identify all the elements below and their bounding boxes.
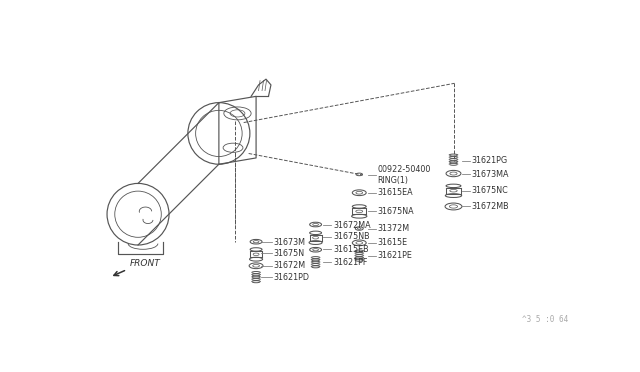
Text: 31673M: 31673M [273, 238, 305, 247]
Text: 31615E: 31615E [378, 238, 408, 247]
Text: 31621PF: 31621PF [333, 258, 367, 267]
Text: 31675NA: 31675NA [378, 207, 414, 216]
Text: 31615EA: 31615EA [378, 188, 413, 197]
Text: 31621PE: 31621PE [378, 251, 412, 260]
Text: FRONT: FRONT [129, 259, 161, 268]
Text: 31672M: 31672M [273, 261, 305, 270]
Text: 31615EB: 31615EB [333, 245, 369, 254]
Text: 31673MA: 31673MA [472, 170, 509, 179]
Text: 00922-50400
RING(1): 00922-50400 RING(1) [378, 165, 431, 185]
Text: 31672MB: 31672MB [472, 202, 509, 211]
Text: 31675N: 31675N [273, 248, 305, 258]
Text: 31675NC: 31675NC [472, 186, 509, 195]
Text: 31372M: 31372M [378, 224, 410, 233]
Text: 31672MA: 31672MA [333, 221, 371, 230]
Text: 31621PD: 31621PD [273, 273, 310, 282]
Text: 31675NB: 31675NB [333, 232, 369, 241]
Text: 31621PG: 31621PG [472, 156, 508, 165]
Text: ^3 5 :0 64: ^3 5 :0 64 [522, 315, 568, 324]
